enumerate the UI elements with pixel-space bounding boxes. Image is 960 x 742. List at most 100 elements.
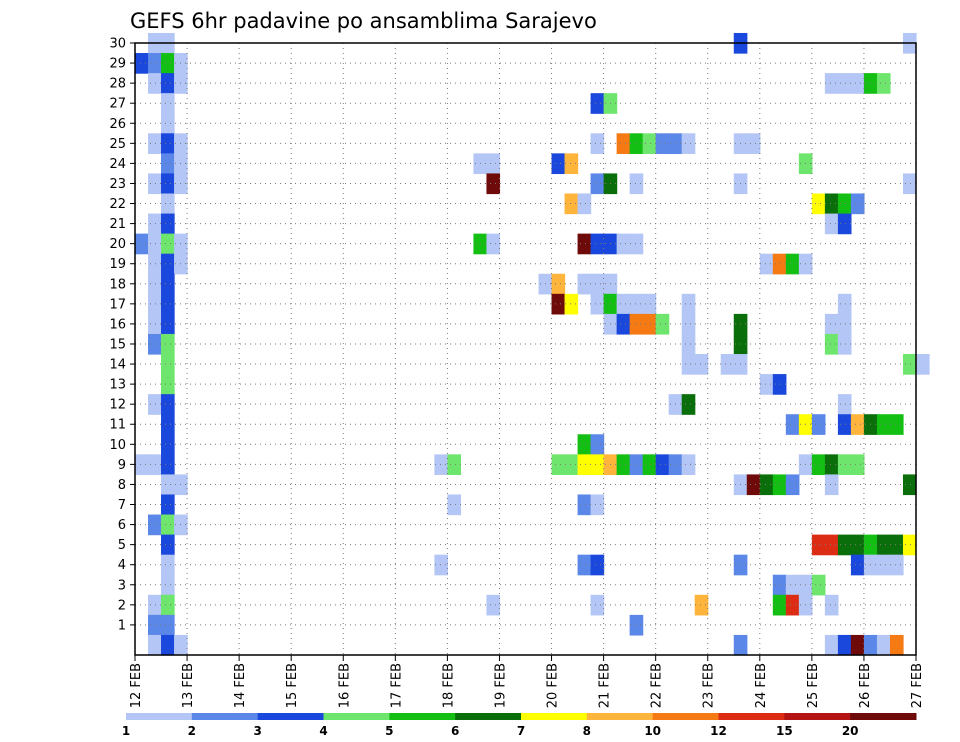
precip-cell	[837, 313, 852, 335]
precip-cell	[681, 313, 696, 335]
legend-swatch	[323, 713, 390, 720]
precip-cell	[824, 333, 839, 355]
precip-cell	[148, 233, 162, 255]
x-axis: 12 FEB 13 FEB 14 FEB 15 FEB 16 FEB 17 FEB 18 F…	[129, 655, 925, 708]
y-tick-label: 9	[118, 458, 126, 473]
precip-cell	[616, 133, 631, 154]
precip-cell	[876, 534, 891, 556]
precip-cell	[772, 374, 787, 395]
precip-cell	[850, 554, 865, 576]
precip-cell	[811, 574, 826, 596]
grid-lines	[135, 42, 916, 655]
precip-cell	[590, 554, 605, 576]
y-tick-label: 30	[109, 37, 126, 52]
precip-cell	[148, 53, 162, 74]
precip-cell	[902, 474, 917, 496]
precip-cell	[642, 133, 657, 154]
y-tick-label: 20	[109, 237, 126, 252]
precip-cell	[148, 614, 162, 636]
precip-cell	[161, 73, 175, 94]
precip-cell	[837, 333, 852, 355]
x-tick-label: 13 FEB	[181, 663, 196, 708]
precip-cell	[876, 73, 891, 94]
precip-cell	[655, 454, 670, 476]
y-tick-label: 1	[118, 618, 126, 633]
precip-cell	[876, 554, 891, 576]
precip-cell	[902, 173, 917, 195]
precip-cell	[772, 574, 787, 596]
y-tick-label: 4	[118, 558, 126, 573]
legend-swatch	[126, 713, 193, 720]
precip-cell	[681, 293, 696, 315]
legend-label: 10	[644, 724, 661, 738]
precip-cell	[148, 454, 162, 476]
x-tick-label: 21 FEB	[598, 663, 613, 708]
precip-cell	[850, 634, 865, 656]
x-tick-label: 20 FEB	[546, 663, 561, 708]
precip-cell	[902, 534, 917, 556]
y-tick-label: 26	[109, 117, 126, 132]
precip-cell	[161, 273, 175, 295]
precip-cell	[785, 574, 800, 596]
precip-cell	[564, 293, 579, 315]
precip-cell	[824, 534, 839, 556]
precip-cell	[889, 414, 904, 435]
precip-cell	[655, 313, 670, 335]
precip-cell	[629, 614, 644, 636]
precip-cell	[824, 73, 839, 94]
legend-swatch	[191, 713, 259, 720]
y-tick-label: 12	[109, 398, 126, 413]
precip-cell	[642, 313, 657, 335]
precip-cell	[161, 233, 175, 255]
x-tick-label: 27 FEB	[910, 663, 925, 708]
y-tick-label: 16	[109, 317, 126, 332]
precip-cell	[642, 454, 657, 476]
precip-cell	[551, 293, 566, 315]
x-tick-label: 18 FEB	[441, 663, 456, 708]
precip-cell	[161, 574, 175, 596]
precip-cell	[161, 53, 175, 74]
precip-cell	[772, 253, 787, 275]
y-tick-label: 25	[109, 137, 126, 152]
precip-cell	[161, 313, 175, 335]
precip-cell	[824, 313, 839, 335]
precip-cell	[746, 133, 761, 154]
precip-cell	[148, 594, 162, 616]
precip-cell	[837, 414, 852, 435]
y-tick-label: 28	[109, 77, 126, 92]
precip-cell	[824, 213, 839, 235]
precip-cell	[161, 594, 175, 616]
legend: 1 2 3 4 5 6 7 8 10 12 15 20	[122, 713, 917, 738]
precip-cell	[590, 93, 605, 114]
precip-cell	[629, 454, 644, 476]
precip-cell	[850, 193, 865, 215]
precip-cell	[629, 233, 644, 255]
precip-cell	[564, 454, 579, 476]
precip-cell	[447, 494, 462, 516]
y-tick-label: 24	[109, 157, 126, 172]
y-tick-label: 21	[109, 217, 126, 232]
legend-label: 20	[842, 724, 859, 738]
precip-cell	[486, 173, 501, 195]
precip-cell	[148, 634, 162, 656]
legend-label: 8	[583, 724, 591, 738]
precip-cell	[161, 394, 175, 415]
precip-cell	[824, 454, 839, 476]
legend-label: 7	[517, 724, 525, 738]
precip-cell	[759, 474, 774, 496]
y-tick-label: 18	[109, 277, 126, 292]
precip-cell	[850, 73, 865, 94]
y-tick-label: 11	[109, 418, 126, 433]
precip-cell	[161, 374, 175, 395]
precip-cell	[148, 133, 162, 154]
precip-cell	[161, 133, 175, 154]
precip-cell	[577, 193, 592, 215]
precip-cell	[148, 514, 162, 536]
precip-cell	[564, 193, 579, 215]
legend-swatch	[586, 713, 654, 720]
y-tick-label: 19	[109, 257, 126, 272]
y-tick-label: 2	[118, 598, 126, 613]
precip-cell	[837, 193, 852, 215]
legend-label: 12	[710, 724, 727, 738]
